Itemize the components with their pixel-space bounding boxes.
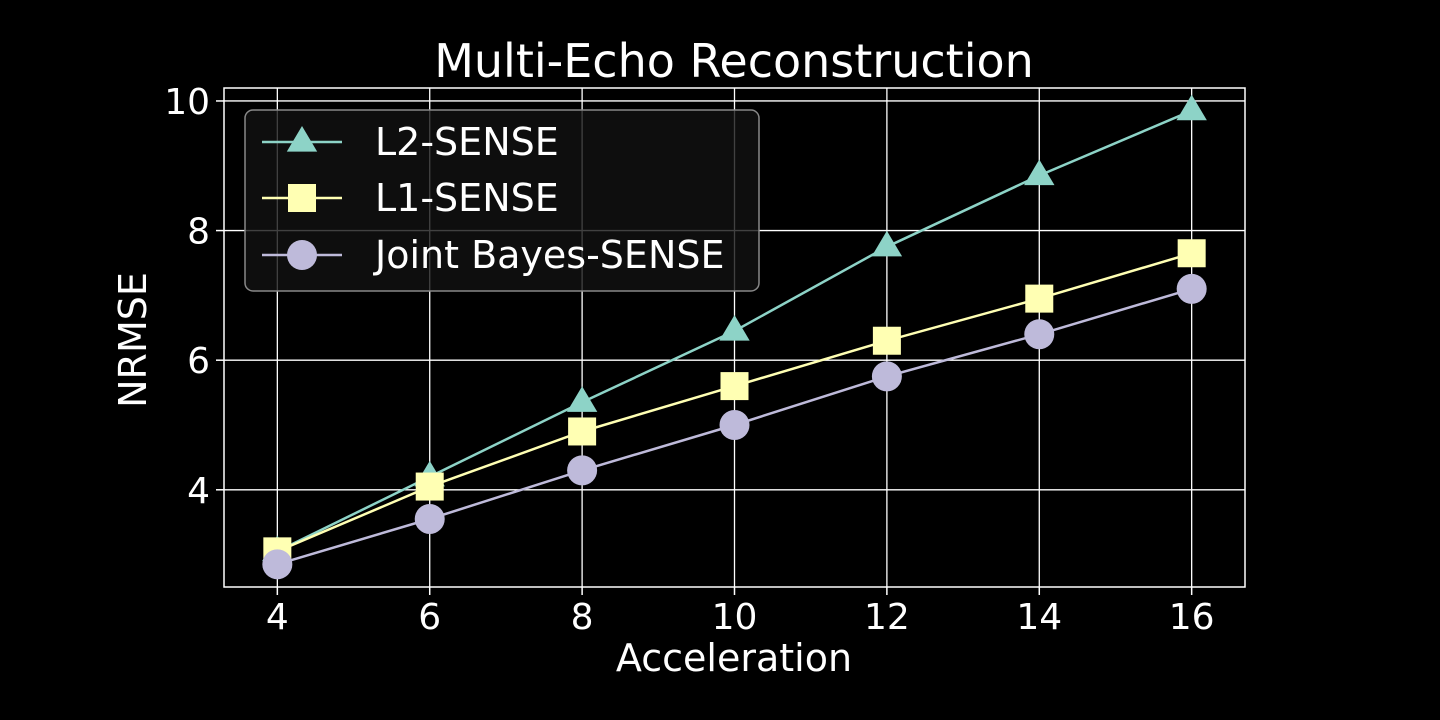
x-tick-label: 4 <box>266 597 289 638</box>
x-tick-label: 6 <box>418 597 441 638</box>
data-point-triangle <box>719 315 750 341</box>
data-point-circle <box>262 549 293 580</box>
data-point-square <box>415 472 444 501</box>
data-point-triangle <box>871 230 903 257</box>
y-axis-label: NRMSE <box>111 272 155 408</box>
x-axis-label: Acceleration <box>616 636 852 680</box>
data-point-circle <box>1024 319 1055 350</box>
data-point-square <box>720 372 749 401</box>
series-circle <box>262 273 1207 580</box>
data-point-circle <box>567 455 598 486</box>
data-point-square <box>872 326 901 355</box>
legend-marker-circle <box>287 240 317 270</box>
data-point-circle <box>414 503 445 534</box>
data-point-square <box>1177 239 1206 268</box>
legend-label: L1-SENSE <box>375 176 559 220</box>
axis-ticks: 4 6 8 10 12 14 16 4 6 8 10 <box>164 82 1214 638</box>
series-group <box>262 94 1207 580</box>
y-tick-label: 8 <box>187 212 210 253</box>
x-tick-label: 16 <box>1169 597 1215 638</box>
data-point-triangle <box>1176 94 1207 121</box>
x-tick-label: 8 <box>571 597 594 638</box>
x-tick-label: 12 <box>864 597 910 638</box>
legend: L2-SENSE L1-SENSE Joint Bayes-SENSE <box>244 109 760 292</box>
data-point-circle <box>871 361 902 392</box>
y-tick-label: 4 <box>187 471 210 512</box>
data-point-triangle <box>1024 159 1055 186</box>
data-point-square <box>568 417 597 446</box>
y-tick-label: 6 <box>187 341 210 382</box>
data-point-circle <box>719 409 750 440</box>
legend-marker-triangle <box>286 126 318 152</box>
data-point-circle <box>1176 273 1207 304</box>
x-tick-label: 10 <box>712 597 758 638</box>
data-point-triangle <box>566 386 598 412</box>
legend-label: L2-SENSE <box>375 120 559 164</box>
data-point-square <box>1025 284 1054 313</box>
x-tick-label: 14 <box>1016 597 1062 638</box>
legend-label: Joint Bayes-SENSE <box>373 233 725 277</box>
chart-title: Multi-Echo Reconstruction <box>434 34 1034 88</box>
y-tick-label: 10 <box>164 82 210 123</box>
legend-marker-square <box>288 184 316 212</box>
legend-box <box>244 109 760 292</box>
